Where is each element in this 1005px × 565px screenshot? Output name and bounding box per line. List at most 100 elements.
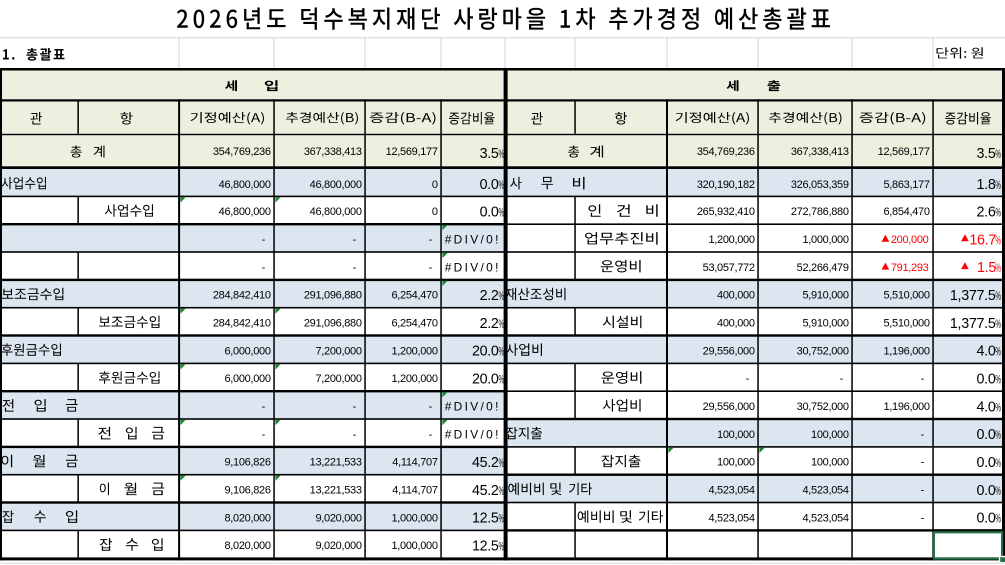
svg-text:8,020,000: 8,020,000 <box>224 512 270 524</box>
svg-text:320,190,182: 320,190,182 <box>697 179 755 191</box>
svg-text:5,863,177: 5,863,177 <box>883 179 929 191</box>
svg-text:1,000,000: 1,000,000 <box>802 234 848 246</box>
svg-text:-: - <box>746 373 750 385</box>
svg-text:-: - <box>921 485 925 497</box>
svg-text:5,510,000: 5,510,000 <box>883 318 929 330</box>
svg-text:6,254,470: 6,254,470 <box>391 290 437 302</box>
svg-text:354,769,236: 354,769,236 <box>213 146 271 158</box>
svg-text:%: % <box>499 207 505 219</box>
svg-text:9,020,000: 9,020,000 <box>315 512 361 524</box>
svg-text:29,556,000: 29,556,000 <box>703 345 755 357</box>
svg-text:-: - <box>262 234 266 246</box>
svg-text:9,106,826: 9,106,826 <box>224 485 270 497</box>
svg-text:#DIV/0!: #DIV/0! <box>445 400 501 414</box>
svg-text:4,523,054: 4,523,054 <box>708 485 754 497</box>
svg-text:%: % <box>499 346 505 358</box>
svg-text:791,293: 791,293 <box>891 262 929 274</box>
svg-text:1,200,000: 1,200,000 <box>708 234 754 246</box>
svg-text:-: - <box>429 234 433 246</box>
svg-text:5,910,000: 5,910,000 <box>802 318 848 330</box>
svg-text:1,196,000: 1,196,000 <box>883 401 929 413</box>
svg-text:-: - <box>353 262 357 274</box>
svg-text:%: % <box>499 457 505 469</box>
svg-text:%: % <box>499 148 505 160</box>
svg-text:272,786,880: 272,786,880 <box>791 206 849 218</box>
svg-text:8,020,000: 8,020,000 <box>224 540 270 552</box>
svg-text:4,523,054: 4,523,054 <box>708 512 754 524</box>
svg-text:%: % <box>995 346 1001 358</box>
svg-text:6,254,470: 6,254,470 <box>391 318 437 330</box>
svg-text:-: - <box>921 373 925 385</box>
svg-text:7,200,000: 7,200,000 <box>315 345 361 357</box>
svg-text:0: 0 <box>432 179 438 191</box>
svg-text:6,854,470: 6,854,470 <box>883 206 929 218</box>
svg-text:2.2: 2.2 <box>480 288 499 304</box>
svg-text:#DIV/0!: #DIV/0! <box>445 233 501 247</box>
svg-text:52,266,479: 52,266,479 <box>797 262 849 274</box>
svg-text:%: % <box>499 513 505 525</box>
svg-text:0: 0 <box>432 206 438 218</box>
svg-text:-: - <box>353 401 357 413</box>
svg-text:46,800,000: 46,800,000 <box>310 206 362 218</box>
svg-text:%: % <box>995 429 1001 441</box>
svg-text:-: - <box>840 373 844 385</box>
svg-text:1,000,000: 1,000,000 <box>391 512 437 524</box>
svg-text:0.0: 0.0 <box>977 372 996 388</box>
svg-text:46,800,000: 46,800,000 <box>310 179 362 191</box>
svg-text:%: % <box>499 179 505 191</box>
svg-text:1,196,000: 1,196,000 <box>883 345 929 357</box>
svg-text:354,769,236: 354,769,236 <box>697 146 755 158</box>
svg-text:400,000: 400,000 <box>717 318 755 330</box>
svg-text:%: % <box>995 457 1001 469</box>
svg-text:6,000,000: 6,000,000 <box>224 373 270 385</box>
svg-text:3.5: 3.5 <box>480 146 499 162</box>
svg-text:4,114,707: 4,114,707 <box>392 485 438 497</box>
svg-text:4.0: 4.0 <box>977 344 996 360</box>
svg-text:1,200,000: 1,200,000 <box>391 345 437 357</box>
svg-text:100,000: 100,000 <box>811 457 849 469</box>
svg-text:4,523,054: 4,523,054 <box>802 485 848 497</box>
svg-text:0.0: 0.0 <box>977 483 996 499</box>
svg-text:12,569,177: 12,569,177 <box>878 146 930 158</box>
svg-text:%: % <box>995 485 1001 497</box>
svg-text:53,057,772: 53,057,772 <box>703 262 755 274</box>
svg-text:284,842,410: 284,842,410 <box>213 290 271 302</box>
svg-text:-: - <box>921 457 925 469</box>
svg-text:#DIV/0!: #DIV/0! <box>445 427 501 441</box>
svg-text:1,200,000: 1,200,000 <box>391 373 437 385</box>
svg-text:1,000,000: 1,000,000 <box>391 540 437 552</box>
svg-text:0.0: 0.0 <box>977 455 996 471</box>
svg-text:%: % <box>499 318 505 330</box>
svg-text:-: - <box>429 262 433 274</box>
svg-text:0.0: 0.0 <box>977 427 996 443</box>
svg-text:12.5: 12.5 <box>472 539 499 555</box>
svg-text:0.0: 0.0 <box>977 511 996 527</box>
svg-text:%: % <box>995 401 1001 413</box>
svg-text:%: % <box>499 290 505 302</box>
svg-text:%: % <box>995 290 1001 302</box>
svg-text:6,000,000: 6,000,000 <box>224 345 270 357</box>
svg-text:20.0: 20.0 <box>472 344 499 360</box>
svg-text:-: - <box>921 512 925 524</box>
svg-text:4,114,707: 4,114,707 <box>392 457 438 469</box>
svg-text:%: % <box>995 262 1001 274</box>
svg-text:-: - <box>262 401 266 413</box>
svg-text:%: % <box>995 374 1001 386</box>
svg-text:%: % <box>995 179 1001 191</box>
svg-text:13,221,533: 13,221,533 <box>310 485 362 497</box>
svg-text:-: - <box>429 429 433 441</box>
svg-text:1.5: 1.5 <box>977 260 996 276</box>
svg-text:265,932,410: 265,932,410 <box>697 206 755 218</box>
svg-text:0.0: 0.0 <box>480 205 499 221</box>
svg-text:%: % <box>995 148 1001 160</box>
svg-text:12,569,177: 12,569,177 <box>386 146 438 158</box>
svg-text:46,800,000: 46,800,000 <box>219 206 271 218</box>
svg-text:326,053,359: 326,053,359 <box>791 179 849 191</box>
svg-text:%: % <box>499 541 505 553</box>
svg-text:#DIV/0!: #DIV/0! <box>445 260 501 274</box>
svg-text:%: % <box>499 485 505 497</box>
svg-text:9,106,826: 9,106,826 <box>224 457 270 469</box>
svg-text:4.0: 4.0 <box>977 399 996 415</box>
svg-text:7,200,000: 7,200,000 <box>315 373 361 385</box>
svg-text:1.8: 1.8 <box>977 177 996 193</box>
